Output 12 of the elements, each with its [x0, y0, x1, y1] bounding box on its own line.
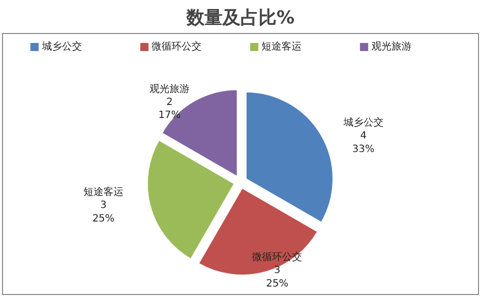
data-label: 4 33% — [352, 130, 374, 155]
chart-title: 数量及占比% — [185, 8, 295, 28]
legend-label: 城乡公交 — [40, 40, 82, 52]
slice-label: 城乡公交 — [342, 116, 384, 128]
data-label: 3 25% — [92, 200, 115, 224]
legend-label: 短途客运 — [262, 40, 302, 52]
slice-label: 短途客运 — [83, 186, 124, 198]
legend-label: 微循环公交 — [152, 40, 202, 52]
legend-label: 观光旅游 — [371, 40, 412, 52]
slice-label: 观光旅游 — [150, 82, 190, 95]
data-label: 3 25% — [266, 265, 288, 290]
slice-label: 微循环公交 — [252, 250, 302, 263]
